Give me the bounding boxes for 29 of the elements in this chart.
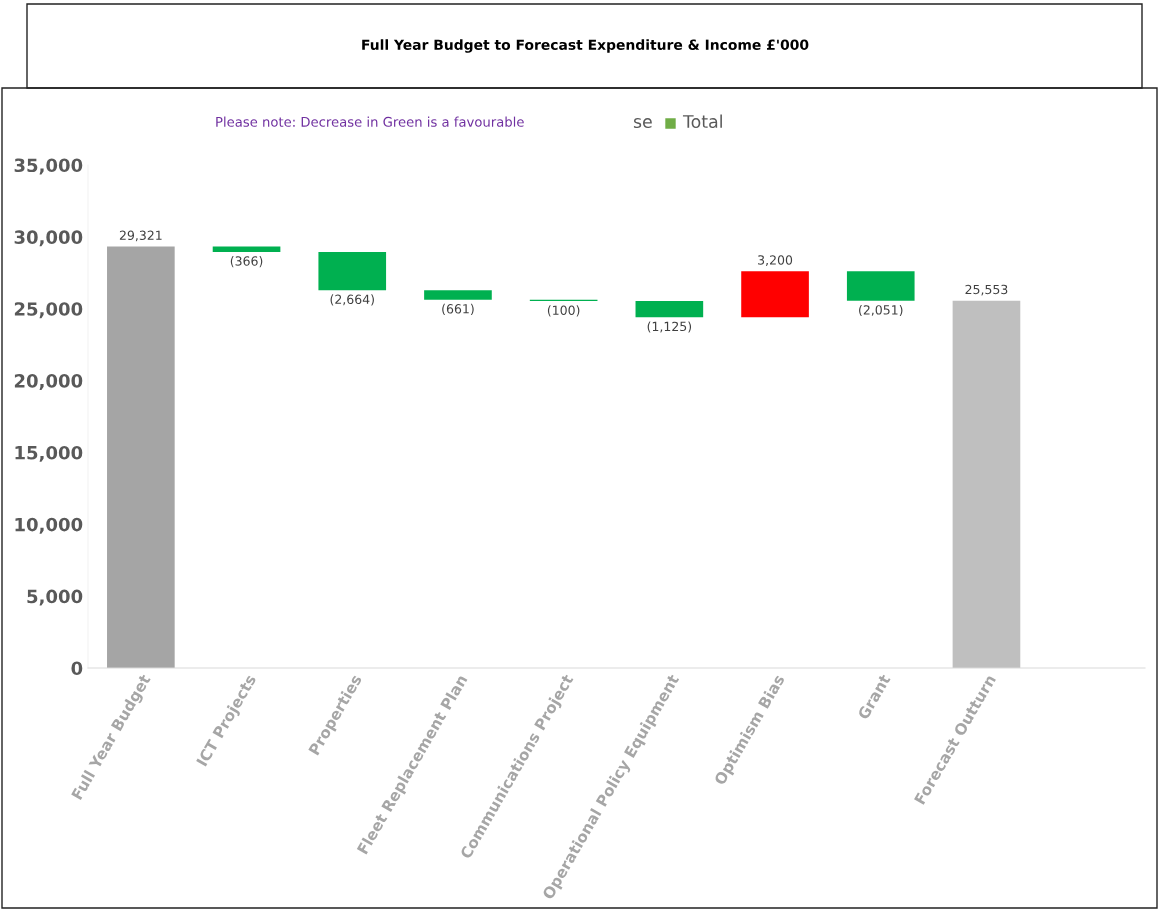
text: Please note: Decrease in Green is a favourable	[216, 116, 524, 127]
text: Total	[682, 114, 722, 129]
y-tick-label: 10,000	[15, 517, 83, 534]
bar	[635, 301, 704, 318]
chart-title: Full Year Budget to Forecast Expenditure & Income £'000	[362, 39, 809, 53]
data-label: (2,051)	[859, 304, 903, 317]
data-label: 3,200	[758, 255, 793, 266]
data-label: (1,125)	[647, 321, 692, 333]
data-label: (366)	[230, 256, 263, 268]
y-tick-label: 30,000	[14, 230, 83, 247]
data-label: (2,664)	[330, 294, 374, 306]
bar	[212, 246, 281, 252]
data-label: (661)	[442, 303, 474, 315]
y-tick-label: 20,000	[14, 374, 83, 390]
text: se	[633, 118, 652, 129]
bar	[741, 271, 809, 318]
data-label: 25,553	[965, 284, 1008, 296]
y-tick-label: 0	[71, 661, 83, 676]
y-tick-label: 15,000	[15, 445, 83, 462]
bar	[318, 251, 387, 291]
data-label: (100)	[547, 305, 580, 317]
bar	[846, 271, 915, 301]
bar	[107, 246, 175, 668]
y-tick-label: 5,000	[27, 589, 83, 606]
data-label: 29,321	[119, 230, 162, 242]
bar	[424, 290, 492, 300]
y-tick-label: 25,000	[14, 302, 83, 319]
y-tick-label: 35,000	[14, 158, 83, 175]
bar	[952, 300, 1021, 668]
